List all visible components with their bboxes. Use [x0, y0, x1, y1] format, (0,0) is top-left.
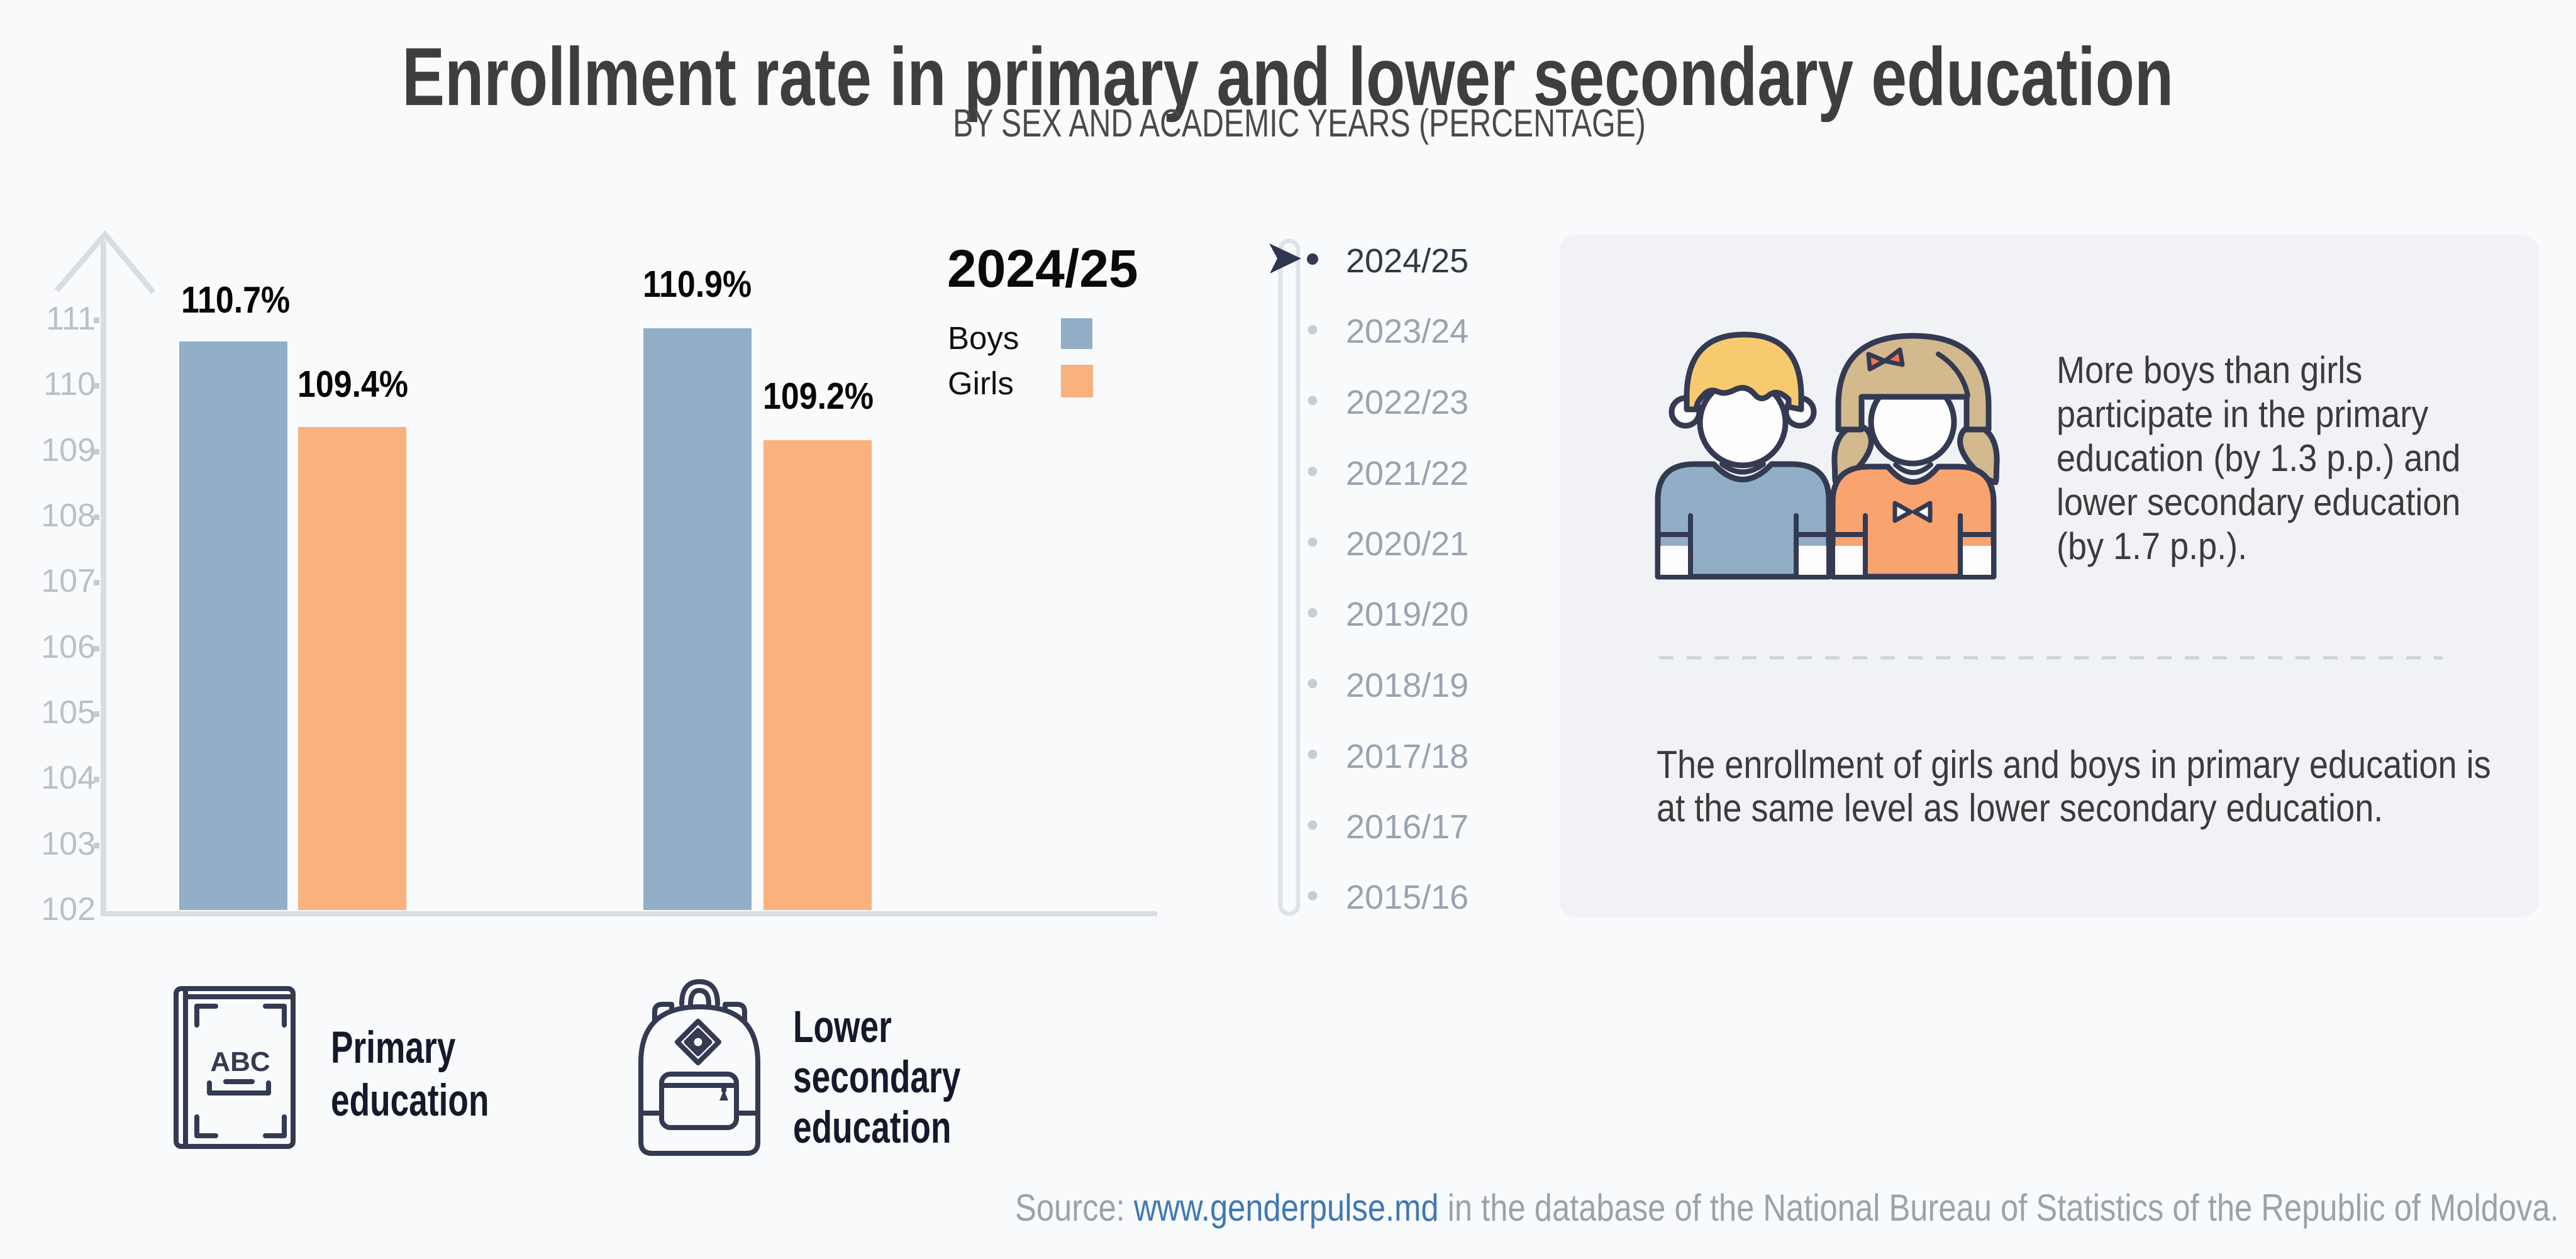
svg-text:ABC: ABC — [210, 1046, 270, 1077]
